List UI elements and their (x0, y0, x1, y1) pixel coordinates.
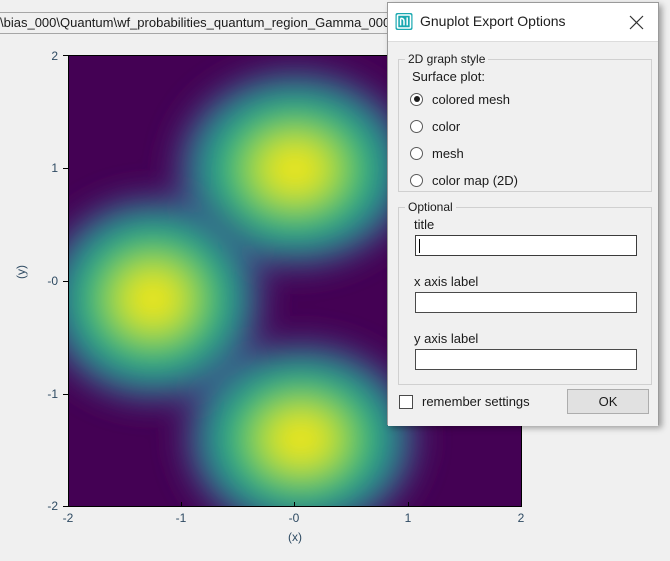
x-tickmark (294, 502, 295, 507)
radio-color-map-2d[interactable]: color map (2D) (410, 170, 518, 190)
optional-legend: Optional (408, 200, 453, 214)
y-tickmark (63, 168, 68, 169)
radio-indicator-icon (410, 173, 423, 187)
surface-plot-sublabel: Surface plot: (412, 69, 485, 84)
ok-button[interactable]: OK (567, 389, 649, 414)
dialog-body: 2D graph style Surface plot: colored mes… (388, 42, 658, 426)
y-tickmark (63, 506, 68, 507)
y-tickmark (63, 55, 68, 56)
x-tick-label: -1 (175, 511, 187, 525)
x-axis-label-input[interactable] (415, 292, 637, 313)
y-axis-label-input[interactable] (415, 349, 637, 370)
x-tick-label: 1 (404, 511, 412, 525)
title-input[interactable] (415, 235, 637, 256)
x-tick-label: -2 (62, 511, 74, 525)
radio-indicator-icon (410, 92, 423, 106)
x-tickmark (521, 502, 522, 507)
y-tick-label: 2 (51, 49, 58, 63)
y-tickmark (63, 394, 68, 395)
radio-colored-mesh[interactable]: colored mesh (410, 89, 510, 109)
radio-mesh[interactable]: mesh (410, 143, 464, 163)
title-field-label: title (414, 217, 435, 232)
radio-indicator-icon (410, 146, 423, 160)
y-tick-label: -1 (47, 387, 58, 401)
optional-group: Optional (398, 200, 652, 385)
y-tick-label: -2 (47, 499, 58, 513)
checkbox-indicator-icon (399, 394, 413, 409)
y-tickmark (63, 281, 68, 282)
dialog-title: Gnuplot Export Options (420, 13, 566, 29)
gnuplot-export-options-dialog: Gnuplot Export Options 2D graph style Su… (387, 2, 659, 426)
plot-window-title: \bias_000\Quantum\wf_probabilities_quant… (0, 15, 415, 30)
x-tick-label: 2 (517, 511, 525, 525)
radio-label: color (432, 118, 461, 134)
x-tickmark (181, 502, 182, 507)
y-tick-label: 1 (51, 161, 58, 175)
radio-label: colored mesh (432, 91, 511, 107)
y-axis-label-field-label: y axis label (414, 331, 479, 346)
remember-settings-label: remember settings (422, 394, 530, 409)
x-tickmark (68, 502, 69, 507)
close-icon[interactable] (614, 3, 658, 40)
y-tick-label: -0 (47, 274, 58, 288)
radio-label: color map (2D) (432, 172, 518, 188)
x-axis-label-field-label: x axis label (414, 274, 479, 289)
x-tick-label: -0 (288, 511, 300, 525)
radio-label: mesh (432, 145, 464, 161)
x-tickmark (408, 502, 409, 507)
radio-indicator-icon (410, 119, 423, 133)
dialog-titlebar: Gnuplot Export Options (388, 3, 658, 42)
radio-color[interactable]: color (410, 116, 460, 136)
x-axis-label: (x) (288, 530, 302, 544)
text-caret (419, 239, 420, 253)
y-axis-label: (y) (14, 265, 28, 279)
graph-style-legend: 2D graph style (408, 52, 486, 66)
graph-style-group: 2D graph style (398, 52, 652, 192)
remember-settings-checkbox[interactable]: remember settings (399, 394, 530, 409)
gnuplot-app-icon (395, 12, 413, 31)
